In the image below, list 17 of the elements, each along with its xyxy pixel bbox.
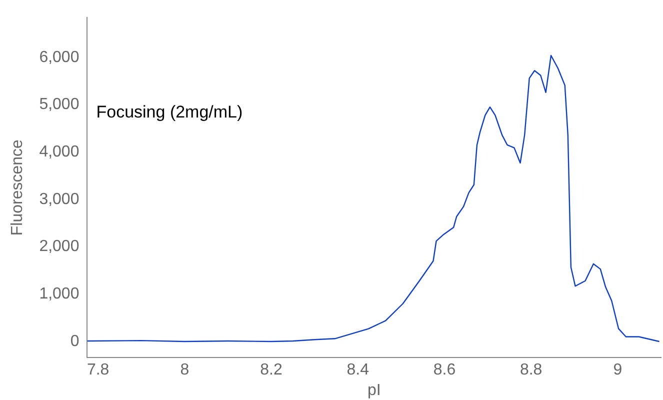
annotation: Focusing (2mg/mL): [96, 102, 243, 122]
x-tick-label: 8.4: [346, 362, 370, 379]
x-tick-label: 7.8: [86, 362, 110, 379]
y-tick-label: 4,000: [39, 143, 80, 160]
y-tick-label: 0: [70, 332, 80, 350]
y-tick-label: 3,000: [39, 190, 80, 208]
x-tick-label: 8.6: [433, 362, 456, 379]
x-tick-label: 8.8: [520, 362, 542, 379]
y-tick-label: 2,000: [39, 238, 80, 256]
y-tick-label: 5,000: [39, 96, 80, 114]
x-tick-label: 9: [613, 362, 622, 379]
y-axis-title: Fluorescence: [9, 139, 26, 236]
x-tick-label: 8.2: [260, 362, 282, 379]
y-tick-label: 6,000: [39, 48, 80, 66]
x-axis-title: pI: [367, 382, 381, 399]
y-tick-label: 1,000: [39, 286, 80, 303]
x-tick-label: 8: [180, 362, 190, 379]
